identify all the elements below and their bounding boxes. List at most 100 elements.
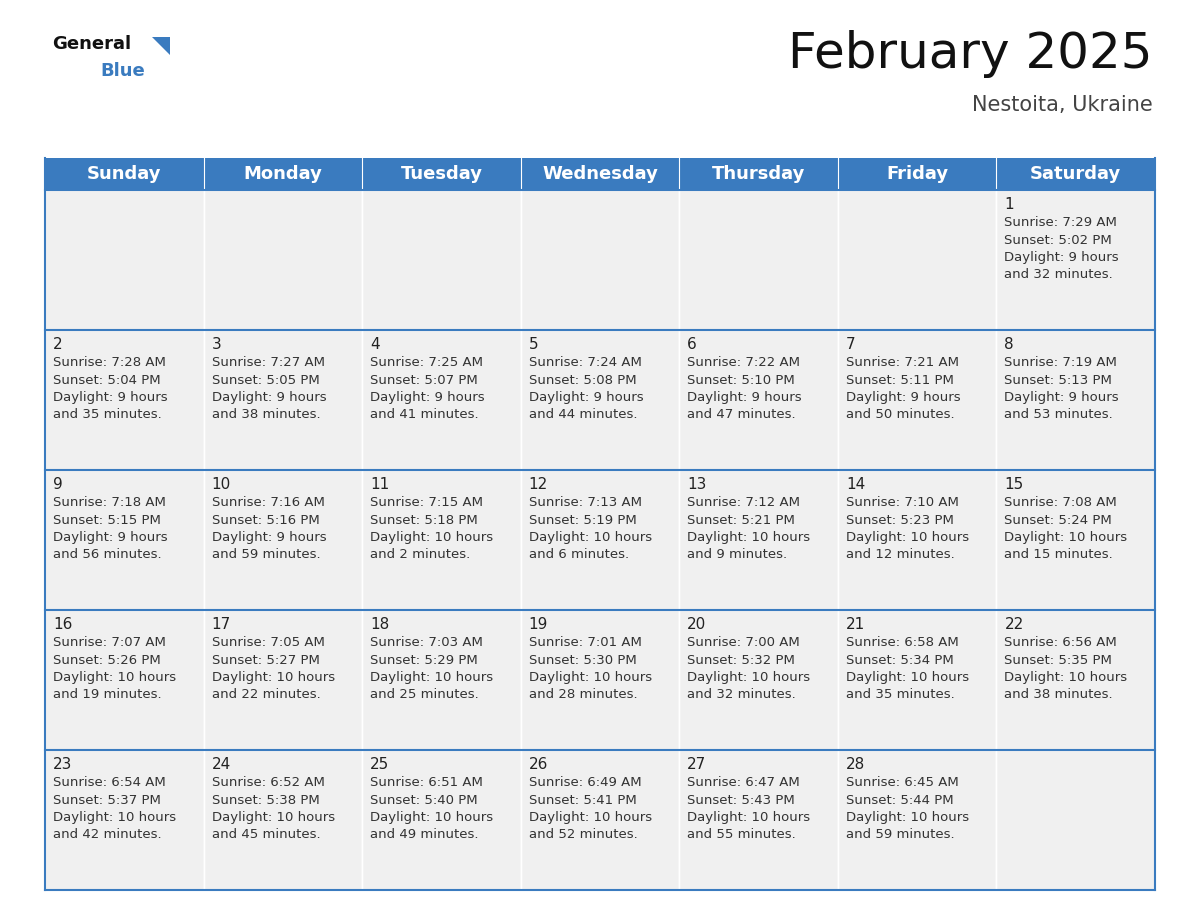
Text: 17: 17 — [211, 617, 230, 632]
Text: 26: 26 — [529, 757, 548, 772]
Text: 4: 4 — [371, 337, 380, 352]
Text: Sunrise: 7:15 AM
Sunset: 5:18 PM
Daylight: 10 hours
and 2 minutes.: Sunrise: 7:15 AM Sunset: 5:18 PM Dayligh… — [371, 496, 493, 562]
Text: 6: 6 — [688, 337, 697, 352]
Bar — [362, 158, 520, 190]
Text: Sunrise: 7:03 AM
Sunset: 5:29 PM
Daylight: 10 hours
and 25 minutes.: Sunrise: 7:03 AM Sunset: 5:29 PM Dayligh… — [371, 636, 493, 701]
Text: 19: 19 — [529, 617, 548, 632]
Bar — [362, 330, 520, 470]
Text: Sunrise: 7:07 AM
Sunset: 5:26 PM
Daylight: 10 hours
and 19 minutes.: Sunrise: 7:07 AM Sunset: 5:26 PM Dayligh… — [53, 636, 176, 701]
Bar — [203, 330, 362, 470]
Text: Sunrise: 7:22 AM
Sunset: 5:10 PM
Daylight: 9 hours
and 47 minutes.: Sunrise: 7:22 AM Sunset: 5:10 PM Dayligh… — [688, 356, 802, 421]
Bar — [997, 750, 1155, 890]
Bar — [680, 470, 838, 610]
Bar — [997, 610, 1155, 750]
Text: 8: 8 — [1004, 337, 1015, 352]
Text: Sunrise: 6:45 AM
Sunset: 5:44 PM
Daylight: 10 hours
and 59 minutes.: Sunrise: 6:45 AM Sunset: 5:44 PM Dayligh… — [846, 776, 969, 842]
Text: 1: 1 — [1004, 197, 1015, 212]
Text: Friday: Friday — [886, 165, 948, 183]
Text: Sunrise: 6:58 AM
Sunset: 5:34 PM
Daylight: 10 hours
and 35 minutes.: Sunrise: 6:58 AM Sunset: 5:34 PM Dayligh… — [846, 636, 969, 701]
Text: Sunrise: 6:49 AM
Sunset: 5:41 PM
Daylight: 10 hours
and 52 minutes.: Sunrise: 6:49 AM Sunset: 5:41 PM Dayligh… — [529, 776, 652, 842]
Bar — [520, 610, 680, 750]
Text: Sunrise: 7:24 AM
Sunset: 5:08 PM
Daylight: 9 hours
and 44 minutes.: Sunrise: 7:24 AM Sunset: 5:08 PM Dayligh… — [529, 356, 644, 421]
Bar — [362, 190, 520, 330]
Bar — [362, 470, 520, 610]
Bar — [838, 158, 997, 190]
Text: Sunrise: 7:16 AM
Sunset: 5:16 PM
Daylight: 9 hours
and 59 minutes.: Sunrise: 7:16 AM Sunset: 5:16 PM Dayligh… — [211, 496, 327, 562]
Bar — [520, 750, 680, 890]
Polygon shape — [152, 37, 170, 55]
Text: Sunrise: 6:56 AM
Sunset: 5:35 PM
Daylight: 10 hours
and 38 minutes.: Sunrise: 6:56 AM Sunset: 5:35 PM Dayligh… — [1004, 636, 1127, 701]
Text: Sunrise: 7:19 AM
Sunset: 5:13 PM
Daylight: 9 hours
and 53 minutes.: Sunrise: 7:19 AM Sunset: 5:13 PM Dayligh… — [1004, 356, 1119, 421]
Text: 3: 3 — [211, 337, 221, 352]
Bar — [997, 190, 1155, 330]
Text: 10: 10 — [211, 477, 230, 492]
Text: Sunrise: 7:10 AM
Sunset: 5:23 PM
Daylight: 10 hours
and 12 minutes.: Sunrise: 7:10 AM Sunset: 5:23 PM Dayligh… — [846, 496, 969, 562]
Text: 7: 7 — [846, 337, 855, 352]
Bar — [45, 330, 203, 470]
Text: 21: 21 — [846, 617, 865, 632]
Text: Sunrise: 6:54 AM
Sunset: 5:37 PM
Daylight: 10 hours
and 42 minutes.: Sunrise: 6:54 AM Sunset: 5:37 PM Dayligh… — [53, 776, 176, 842]
Text: Sunrise: 7:27 AM
Sunset: 5:05 PM
Daylight: 9 hours
and 38 minutes.: Sunrise: 7:27 AM Sunset: 5:05 PM Dayligh… — [211, 356, 327, 421]
Text: 20: 20 — [688, 617, 707, 632]
Text: 9: 9 — [53, 477, 63, 492]
Text: 5: 5 — [529, 337, 538, 352]
Text: Saturday: Saturday — [1030, 165, 1121, 183]
Text: Wednesday: Wednesday — [542, 165, 658, 183]
Bar — [680, 158, 838, 190]
Text: Sunrise: 7:08 AM
Sunset: 5:24 PM
Daylight: 10 hours
and 15 minutes.: Sunrise: 7:08 AM Sunset: 5:24 PM Dayligh… — [1004, 496, 1127, 562]
Text: 22: 22 — [1004, 617, 1024, 632]
Text: 2: 2 — [53, 337, 63, 352]
Text: 18: 18 — [371, 617, 390, 632]
Bar — [838, 330, 997, 470]
Bar — [838, 750, 997, 890]
Bar — [680, 610, 838, 750]
Text: 28: 28 — [846, 757, 865, 772]
Text: Sunday: Sunday — [87, 165, 162, 183]
Bar — [838, 190, 997, 330]
Bar — [45, 750, 203, 890]
Text: Sunrise: 7:00 AM
Sunset: 5:32 PM
Daylight: 10 hours
and 32 minutes.: Sunrise: 7:00 AM Sunset: 5:32 PM Dayligh… — [688, 636, 810, 701]
Text: Sunrise: 7:12 AM
Sunset: 5:21 PM
Daylight: 10 hours
and 9 minutes.: Sunrise: 7:12 AM Sunset: 5:21 PM Dayligh… — [688, 496, 810, 562]
Text: Tuesday: Tuesday — [400, 165, 482, 183]
Bar — [203, 470, 362, 610]
Bar — [680, 190, 838, 330]
Text: Nestoita, Ukraine: Nestoita, Ukraine — [972, 95, 1154, 115]
Text: Sunrise: 6:47 AM
Sunset: 5:43 PM
Daylight: 10 hours
and 55 minutes.: Sunrise: 6:47 AM Sunset: 5:43 PM Dayligh… — [688, 776, 810, 842]
Bar — [203, 750, 362, 890]
Bar — [520, 158, 680, 190]
Bar — [203, 158, 362, 190]
Text: Sunrise: 6:52 AM
Sunset: 5:38 PM
Daylight: 10 hours
and 45 minutes.: Sunrise: 6:52 AM Sunset: 5:38 PM Dayligh… — [211, 776, 335, 842]
Text: Sunrise: 7:01 AM
Sunset: 5:30 PM
Daylight: 10 hours
and 28 minutes.: Sunrise: 7:01 AM Sunset: 5:30 PM Dayligh… — [529, 636, 652, 701]
Bar — [997, 158, 1155, 190]
Text: 23: 23 — [53, 757, 72, 772]
Bar — [45, 158, 203, 190]
Text: Sunrise: 7:29 AM
Sunset: 5:02 PM
Daylight: 9 hours
and 32 minutes.: Sunrise: 7:29 AM Sunset: 5:02 PM Dayligh… — [1004, 216, 1119, 282]
Text: 27: 27 — [688, 757, 707, 772]
Text: General: General — [52, 35, 131, 53]
Text: 15: 15 — [1004, 477, 1024, 492]
Bar — [520, 190, 680, 330]
Text: Sunrise: 6:51 AM
Sunset: 5:40 PM
Daylight: 10 hours
and 49 minutes.: Sunrise: 6:51 AM Sunset: 5:40 PM Dayligh… — [371, 776, 493, 842]
Bar — [997, 330, 1155, 470]
Bar — [680, 750, 838, 890]
Text: Sunrise: 7:18 AM
Sunset: 5:15 PM
Daylight: 9 hours
and 56 minutes.: Sunrise: 7:18 AM Sunset: 5:15 PM Dayligh… — [53, 496, 168, 562]
Text: Blue: Blue — [100, 62, 145, 80]
Text: 16: 16 — [53, 617, 72, 632]
Text: 13: 13 — [688, 477, 707, 492]
Bar — [838, 470, 997, 610]
Bar — [997, 470, 1155, 610]
Text: Sunrise: 7:21 AM
Sunset: 5:11 PM
Daylight: 9 hours
and 50 minutes.: Sunrise: 7:21 AM Sunset: 5:11 PM Dayligh… — [846, 356, 960, 421]
Bar — [838, 610, 997, 750]
Text: February 2025: February 2025 — [789, 30, 1154, 78]
Bar — [362, 750, 520, 890]
Text: Sunrise: 7:13 AM
Sunset: 5:19 PM
Daylight: 10 hours
and 6 minutes.: Sunrise: 7:13 AM Sunset: 5:19 PM Dayligh… — [529, 496, 652, 562]
Bar — [520, 330, 680, 470]
Bar — [203, 610, 362, 750]
Text: 12: 12 — [529, 477, 548, 492]
Text: Sunrise: 7:28 AM
Sunset: 5:04 PM
Daylight: 9 hours
and 35 minutes.: Sunrise: 7:28 AM Sunset: 5:04 PM Dayligh… — [53, 356, 168, 421]
Text: 24: 24 — [211, 757, 230, 772]
Text: Sunrise: 7:25 AM
Sunset: 5:07 PM
Daylight: 9 hours
and 41 minutes.: Sunrise: 7:25 AM Sunset: 5:07 PM Dayligh… — [371, 356, 485, 421]
Text: 14: 14 — [846, 477, 865, 492]
Bar — [362, 610, 520, 750]
Bar — [680, 330, 838, 470]
